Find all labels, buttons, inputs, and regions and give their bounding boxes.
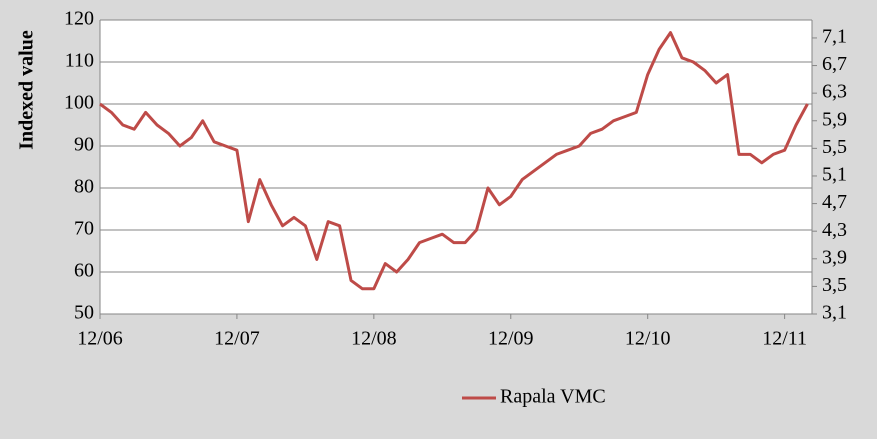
x-tick-label: 12/08 [351, 328, 397, 350]
y2-tick-label: 3,9 [822, 246, 847, 268]
y2-tick-label: 5,1 [822, 164, 847, 186]
y-tick-label: 80 [74, 176, 94, 198]
y2-tick-label: 3,5 [822, 274, 847, 296]
y2-tick-label: 7,1 [822, 26, 847, 48]
x-tick-label: 12/07 [214, 328, 260, 350]
y2-tick-label: 3,1 [822, 302, 847, 324]
y-tick-label: 70 [74, 218, 94, 240]
y2-tick-label: 5,5 [822, 136, 847, 158]
y2-tick-label: 5,9 [822, 108, 847, 130]
y-axis-title: Indexed value [16, 30, 38, 150]
x-tick-label: 12/10 [625, 328, 671, 350]
plot-area [100, 20, 812, 314]
x-tick-label: 12/09 [488, 328, 534, 350]
y-tick-label: 110 [65, 50, 94, 72]
x-tick-label: 12/11 [762, 328, 807, 350]
data-line [99, 31, 809, 291]
y2-tick-label: 4,7 [822, 191, 847, 213]
legend-label: Rapala VMC [500, 386, 606, 408]
y-tick-label: 100 [64, 92, 94, 114]
x-tick-label: 12/06 [77, 328, 123, 350]
y2-tick-label: 6,3 [822, 81, 847, 103]
y2-tick-label: 4,3 [822, 219, 847, 241]
y-tick-label: 90 [74, 134, 94, 156]
y-tick-label: 120 [64, 8, 94, 30]
y2-tick-label: 6,7 [822, 53, 847, 75]
y-tick-label: 60 [74, 260, 94, 282]
y-tick-label: 50 [74, 302, 94, 324]
